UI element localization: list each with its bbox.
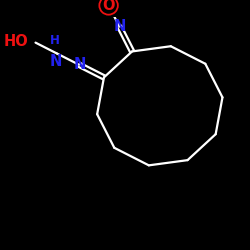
Text: HO: HO [3, 34, 28, 49]
Text: H: H [50, 34, 60, 47]
Text: N: N [113, 19, 126, 34]
Text: N: N [74, 57, 86, 72]
Text: N: N [50, 54, 62, 69]
Text: O: O [102, 0, 115, 13]
